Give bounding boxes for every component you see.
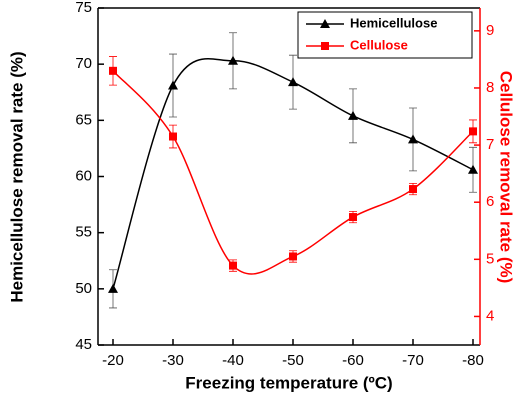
y2-tick-label: 8 bbox=[486, 79, 494, 96]
data-point bbox=[289, 252, 297, 261]
y-tick-label: 70 bbox=[75, 55, 92, 72]
y-tick-label: 45 bbox=[75, 336, 92, 353]
y2-tick-label: 7 bbox=[486, 136, 494, 153]
data-point bbox=[108, 283, 118, 293]
legend-label: Hemicellulose bbox=[350, 15, 437, 30]
data-point bbox=[468, 164, 478, 174]
data-point bbox=[408, 134, 418, 144]
x-tick-label: -30 bbox=[162, 352, 184, 369]
y2-tick-label: 5 bbox=[486, 250, 494, 267]
legend-box bbox=[297, 11, 473, 59]
y2-tick-label: 4 bbox=[486, 307, 494, 324]
x-tick-label: -60 bbox=[342, 352, 364, 369]
legend-marker bbox=[321, 42, 329, 50]
x-tick-label: -20 bbox=[102, 352, 124, 369]
x-tick-label: -80 bbox=[462, 352, 484, 369]
data-point bbox=[469, 127, 477, 136]
data-point bbox=[229, 261, 237, 270]
y2-tick-label: 9 bbox=[486, 22, 494, 39]
legend-label: Cellulose bbox=[350, 37, 408, 52]
y2-tick-label: 6 bbox=[486, 193, 494, 210]
data-point bbox=[288, 77, 298, 87]
x-axis-title: Freezing temperature (ºC) bbox=[185, 373, 392, 392]
y-tick-label: 50 bbox=[75, 280, 92, 297]
data-point bbox=[348, 110, 358, 120]
data-point bbox=[228, 55, 238, 65]
x-tick-label: -50 bbox=[282, 352, 304, 369]
data-point bbox=[109, 66, 117, 75]
data-point bbox=[169, 132, 177, 141]
data-point bbox=[168, 80, 178, 90]
x-tick-label: -70 bbox=[402, 352, 424, 369]
data-point bbox=[409, 185, 417, 194]
y-axis-title: Hemicellulose removal rate (%) bbox=[7, 51, 26, 302]
y-tick-label: 55 bbox=[75, 224, 92, 241]
y2-axis-title: Cellulose removal rate (%) bbox=[497, 71, 516, 284]
y-tick-label: 75 bbox=[75, 0, 92, 16]
y-tick-label: 60 bbox=[75, 167, 92, 184]
legend-marker bbox=[320, 19, 330, 28]
x-tick-label: -40 bbox=[222, 352, 244, 369]
y-tick-label: 65 bbox=[75, 111, 92, 128]
data-point bbox=[349, 213, 357, 222]
